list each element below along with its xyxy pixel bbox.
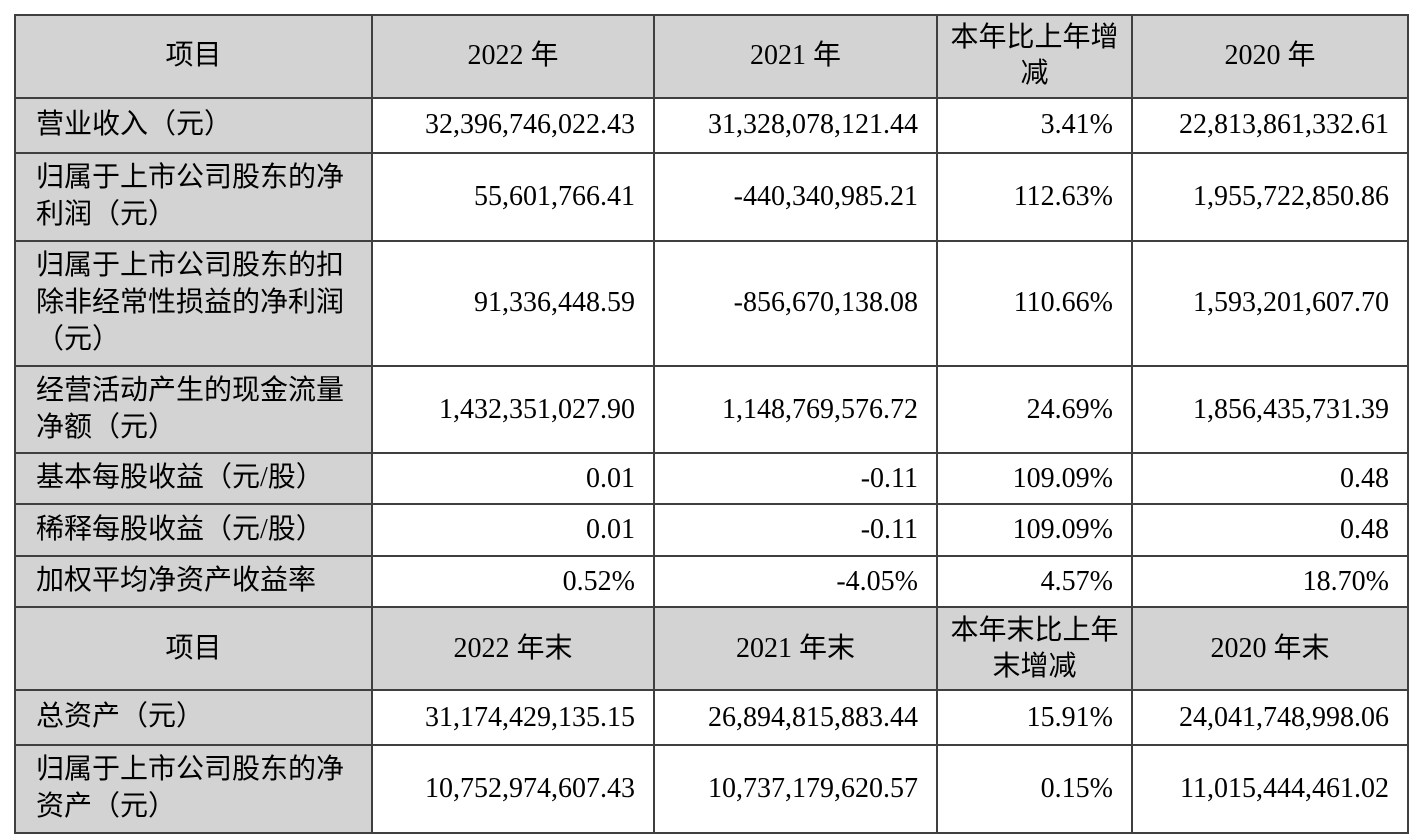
cell-change: 110.66%: [936, 239, 1133, 367]
header-year-2022: 2022 年: [371, 14, 655, 99]
cell-2021: -440,340,985.21: [653, 151, 938, 242]
row-label: 营业收入（元）: [14, 96, 373, 154]
table-row-operating-cash-flow: 经营活动产生的现金流量净额（元） 1,432,351,027.90 1,148,…: [14, 364, 1409, 455]
cell-2022: 1,432,351,027.90: [371, 364, 655, 455]
table-row-weighted-avg-roe: 加权平均净资产收益率 0.52% -4.05% 4.57% 18.70%: [14, 555, 1409, 609]
cell-2020: 1,955,722,850.86: [1131, 151, 1409, 242]
cell-change: 24.69%: [936, 364, 1133, 455]
table-row-net-assets: 归属于上市公司股东的净资产（元） 10,752,974,607.43 10,73…: [14, 744, 1409, 834]
financial-summary-table: 项目 2022 年 2021 年 本年比上年增减 2020 年 营业收入（元） …: [14, 14, 1409, 834]
row-label: 归属于上市公司股东的净资产（元）: [14, 744, 373, 834]
table-row-diluted-eps: 稀释每股收益（元/股） 0.01 -0.11 109.09% 0.48: [14, 503, 1409, 558]
cell-change: 15.91%: [936, 689, 1133, 747]
row-label: 总资产（元）: [14, 689, 373, 747]
table-row-total-assets: 总资产（元） 31,174,429,135.15 26,894,815,883.…: [14, 689, 1409, 747]
header-year-2020: 2020 年: [1131, 14, 1409, 99]
cell-2021: -0.11: [653, 503, 938, 558]
cell-2021: 10,737,179,620.57: [653, 744, 938, 834]
header-yoy-change: 本年比上年增减: [936, 14, 1133, 99]
financial-summary: 项目 2022 年 2021 年 本年比上年增减 2020 年 营业收入（元） …: [14, 14, 1409, 834]
section1-header-row: 项目 2022 年 2021 年 本年比上年增减 2020 年: [14, 14, 1409, 99]
row-label: 加权平均净资产收益率: [14, 555, 373, 609]
cell-2020: 1,856,435,731.39: [1131, 364, 1409, 455]
cell-change: 109.09%: [936, 503, 1133, 558]
cell-2020: 1,593,201,607.70: [1131, 239, 1409, 367]
header-end-2020: 2020 年末: [1131, 606, 1409, 692]
cell-2020: 11,015,444,461.02: [1131, 744, 1409, 834]
cell-2022: 0.01: [371, 452, 655, 506]
cell-2022: 31,174,429,135.15: [371, 689, 655, 747]
cell-2021: -856,670,138.08: [653, 239, 938, 367]
cell-change: 4.57%: [936, 555, 1133, 609]
cell-change: 0.15%: [936, 744, 1133, 834]
cell-2022: 0.52%: [371, 555, 655, 609]
row-label: 归属于上市公司股东的净利润（元）: [14, 151, 373, 242]
table-row-net-profit: 归属于上市公司股东的净利润（元） 55,601,766.41 -440,340,…: [14, 151, 1409, 242]
cell-2022: 0.01: [371, 503, 655, 558]
cell-change: 112.63%: [936, 151, 1133, 242]
header-item: 项目: [14, 14, 373, 99]
cell-2022: 32,396,746,022.43: [371, 96, 655, 154]
header-end-2022: 2022 年末: [371, 606, 655, 692]
cell-2020: 0.48: [1131, 452, 1409, 506]
cell-2021: -4.05%: [653, 555, 938, 609]
cell-2022: 10,752,974,607.43: [371, 744, 655, 834]
cell-2020: 0.48: [1131, 503, 1409, 558]
cell-2020: 18.70%: [1131, 555, 1409, 609]
header-year-2021: 2021 年: [653, 14, 938, 99]
row-label: 经营活动产生的现金流量净额（元）: [14, 364, 373, 455]
section2-header-row: 项目 2022 年末 2021 年末 本年末比上年末增减 2020 年末: [14, 606, 1409, 692]
row-label: 稀释每股收益（元/股）: [14, 503, 373, 558]
header-item: 项目: [14, 606, 373, 692]
cell-2021: -0.11: [653, 452, 938, 506]
table-row-basic-eps: 基本每股收益（元/股） 0.01 -0.11 109.09% 0.48: [14, 452, 1409, 506]
header-end-yoy-change: 本年末比上年末增减: [936, 606, 1133, 692]
row-label: 归属于上市公司股东的扣除非经常性损益的净利润（元）: [14, 239, 373, 367]
table-row-operating-revenue: 营业收入（元） 32,396,746,022.43 31,328,078,121…: [14, 96, 1409, 154]
cell-2021: 1,148,769,576.72: [653, 364, 938, 455]
cell-2022: 55,601,766.41: [371, 151, 655, 242]
cell-change: 109.09%: [936, 452, 1133, 506]
cell-2021: 31,328,078,121.44: [653, 96, 938, 154]
cell-2022: 91,336,448.59: [371, 239, 655, 367]
header-end-2021: 2021 年末: [653, 606, 938, 692]
cell-2021: 26,894,815,883.44: [653, 689, 938, 747]
cell-2020: 22,813,861,332.61: [1131, 96, 1409, 154]
cell-2020: 24,041,748,998.06: [1131, 689, 1409, 747]
table-row-net-profit-excl-nonrecurring: 归属于上市公司股东的扣除非经常性损益的净利润（元） 91,336,448.59 …: [14, 239, 1409, 367]
cell-change: 3.41%: [936, 96, 1133, 154]
row-label: 基本每股收益（元/股）: [14, 452, 373, 506]
